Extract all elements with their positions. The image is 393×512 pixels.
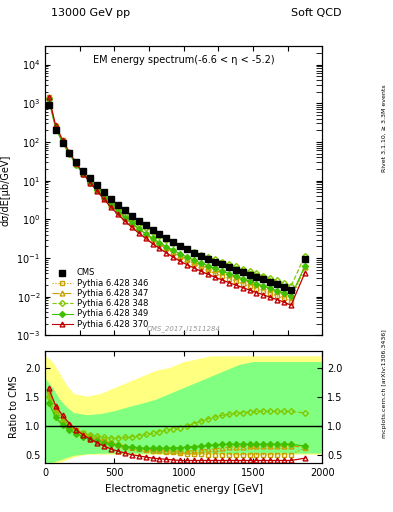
Y-axis label: dσ/dE[μb/GeV]: dσ/dE[μb/GeV] (1, 155, 11, 226)
Y-axis label: Ratio to CMS: Ratio to CMS (9, 376, 19, 438)
Text: EM energy spectrum(-6.6 < η < -5.2): EM energy spectrum(-6.6 < η < -5.2) (93, 55, 275, 65)
Text: 13000 GeV pp: 13000 GeV pp (51, 8, 130, 18)
X-axis label: Electromagnetic energy [GeV]: Electromagnetic energy [GeV] (105, 484, 263, 494)
Text: Soft QCD: Soft QCD (292, 8, 342, 18)
Legend: CMS, Pythia 6.428 346, Pythia 6.428 347, Pythia 6.428 348, Pythia 6.428 349, Pyt: CMS, Pythia 6.428 346, Pythia 6.428 347,… (50, 266, 151, 331)
Text: Rivet 3.1.10, ≥ 3.3M events: Rivet 3.1.10, ≥ 3.3M events (382, 84, 387, 172)
Text: CMS_2017_I1511284: CMS_2017_I1511284 (147, 326, 221, 332)
Text: mcplots.cern.ch [arXiv:1306.3436]: mcplots.cern.ch [arXiv:1306.3436] (382, 330, 387, 438)
